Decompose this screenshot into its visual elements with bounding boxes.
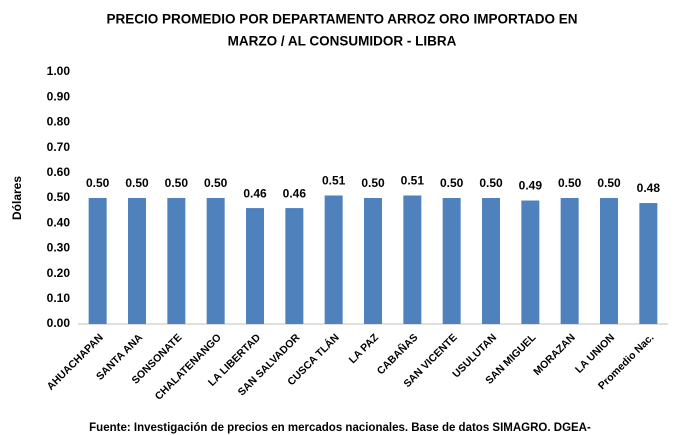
y-tick-label: 0.30 [47,241,71,255]
bar [206,198,225,324]
y-tick-label: 0.60 [47,165,71,179]
y-tick-label: 1.00 [47,64,71,78]
x-tick-label: LA PAZ [347,331,382,366]
value-label: 0.50 [204,176,228,190]
bar [285,208,304,324]
value-label: 0.50 [597,176,621,190]
bar [482,198,500,324]
bar [246,208,264,324]
chart-title: PRECIO PROMEDIO POR DEPARTAMENTO ARROZ O… [106,12,577,27]
chart-title: MARZO / AL CONSUMIDOR - LIBRA [228,34,457,49]
y-tick-label: 0.50 [47,190,71,204]
bar [403,195,422,324]
bar [600,198,618,324]
value-label: 0.50 [479,176,503,190]
y-axis-label: Dólares [10,176,24,220]
value-label: 0.50 [440,176,464,190]
x-tick-label: CHALATENANGO [153,332,224,403]
value-label: 0.46 [283,186,307,200]
value-label: 0.50 [86,176,110,190]
bar [364,198,382,324]
value-label: 0.50 [558,176,582,190]
y-tick-label: 0.20 [47,266,71,280]
y-tick-label: 0.40 [47,215,71,229]
bar [88,198,107,324]
value-label: 0.46 [243,186,267,200]
bar [639,203,658,324]
bar [560,198,579,324]
value-label: 0.48 [637,181,661,195]
value-label: 0.49 [519,179,543,193]
y-tick-label: 0.80 [47,115,71,129]
value-label: 0.51 [401,174,425,188]
value-label: 0.51 [322,174,346,188]
y-tick-label: 0.90 [47,89,71,103]
value-label: 0.50 [125,176,149,190]
footer: Fuente: Investigación de precios en merc… [89,422,591,434]
x-tick-label: AHUACHAPAN [45,332,106,393]
y-tick-label: 0.70 [47,140,71,154]
bar [442,198,461,324]
bar [521,200,540,324]
bar [167,198,186,324]
x-tick-label: MORAZAN [531,332,577,378]
bar [324,195,343,324]
y-tick-label: 0.10 [47,291,71,305]
y-tick-label: 0.00 [47,316,71,330]
bar [128,198,146,324]
value-label: 0.50 [165,176,189,190]
value-label: 0.50 [361,176,385,190]
